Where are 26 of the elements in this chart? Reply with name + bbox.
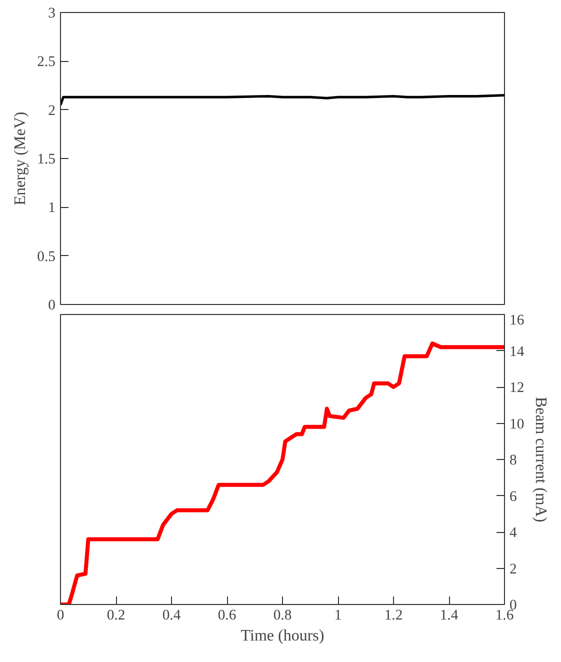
y2-tick-label: 2 <box>510 561 517 578</box>
y2-tick-label: 16 <box>510 312 524 328</box>
y2-tick-label: 12 <box>510 380 524 396</box>
x-tick-label: 0.6 <box>218 608 236 624</box>
y2-tick-label: 4 <box>510 525 518 541</box>
y-tick-label: 2 <box>48 102 56 119</box>
y-tick-label: 1 <box>48 200 56 216</box>
line-series <box>60 94 504 106</box>
y-tick-label: 0.5 <box>37 248 56 265</box>
y2-tick-label: 10 <box>510 416 524 432</box>
y2-tick-label: 6 <box>510 488 517 505</box>
y-tick-label: 0 <box>48 298 56 314</box>
x-tick-label: 1 <box>334 608 342 624</box>
y-tick-label: 3 <box>48 6 56 22</box>
x-tick-label: 1.2 <box>384 608 403 624</box>
y2-tick-label: 14 <box>510 344 525 360</box>
x-tick-label: 1.4 <box>440 608 459 624</box>
y-tick-label: 1.5 <box>37 152 56 168</box>
y2-axis-title: Beam current (mA) <box>532 396 550 522</box>
y-axis-title: Energy (MeV) <box>12 112 30 206</box>
x-tick-label: 0.8 <box>273 608 292 624</box>
y2-tick-label: 8 <box>510 452 517 468</box>
x-axis-title: Time (hours) <box>240 628 324 644</box>
x-tick-label: 0.4 <box>162 608 182 624</box>
x-tick-label: 0.2 <box>106 608 126 624</box>
y-tick-label: 2.5 <box>37 54 56 70</box>
